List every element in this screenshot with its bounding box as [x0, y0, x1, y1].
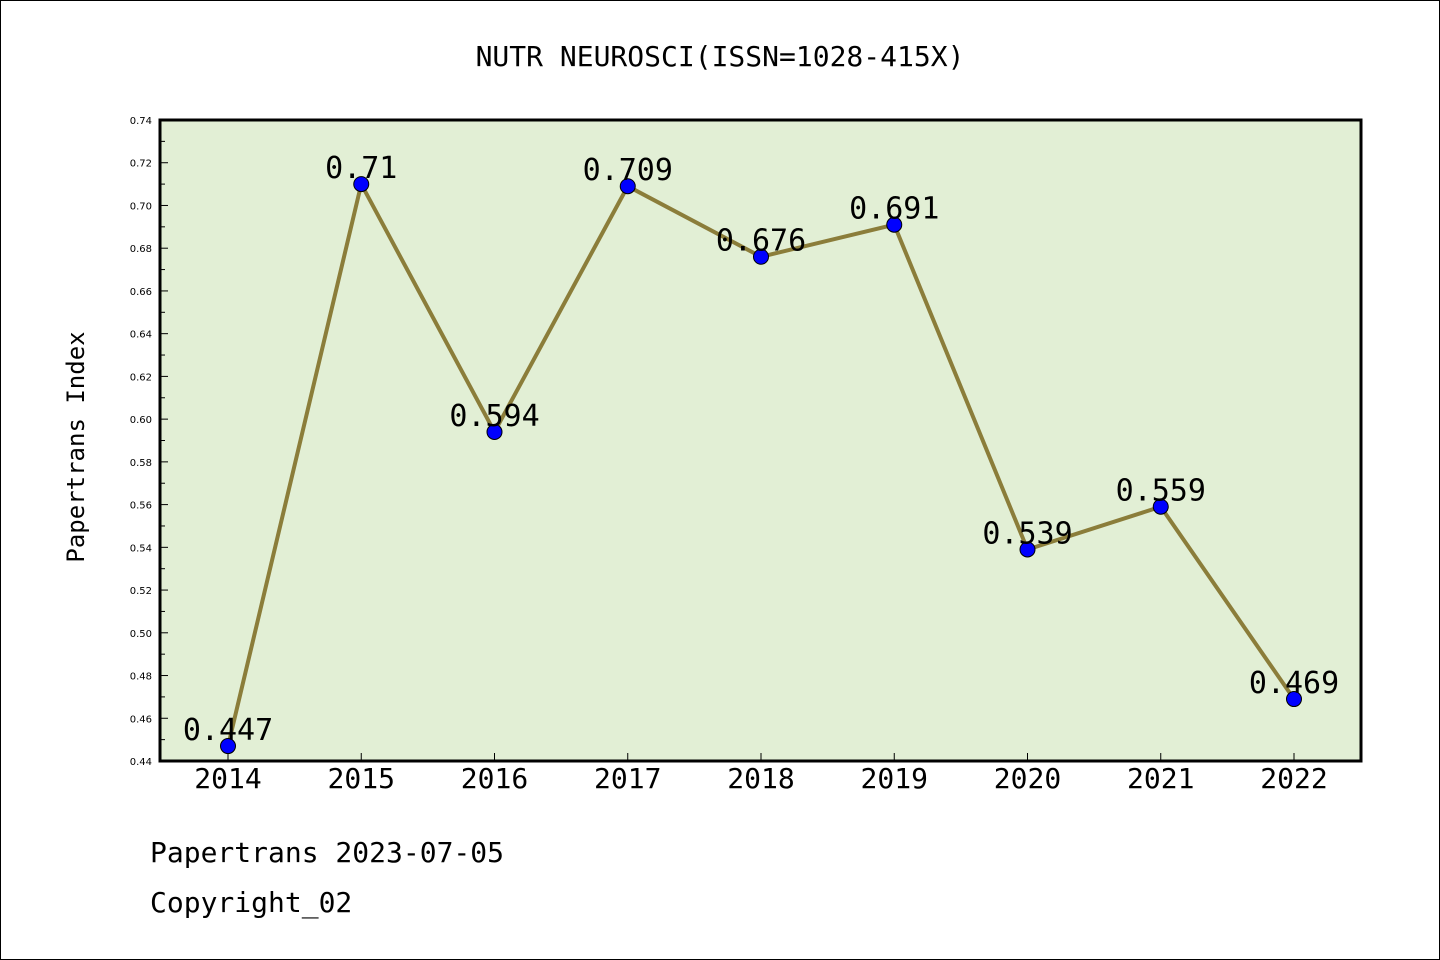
- y-tick-label: 0.44: [130, 757, 152, 768]
- y-tick-label: 0.52: [130, 586, 152, 597]
- data-point: [353, 176, 370, 193]
- y-tick-label: 0.64: [130, 330, 152, 341]
- y-tick-label: 0.74: [130, 116, 152, 127]
- y-tick-label: 0.58: [130, 458, 152, 469]
- data-label: 0.539: [982, 516, 1072, 551]
- y-tick-label: 0.46: [130, 714, 152, 725]
- data-point: [220, 738, 236, 755]
- y-axis-label: Papertrans Index: [62, 331, 90, 562]
- footer-copyright: Copyright_02: [150, 886, 353, 919]
- data-label: 0.71: [325, 151, 397, 186]
- y-tick-label: 0.72: [130, 159, 152, 170]
- data-point: [486, 423, 503, 440]
- y-tick-label: 0.54: [130, 543, 152, 554]
- y-axis: 0.44 0.46 0.48 0.50 0.52 0.54 0.56 0.58 0.60 0.62…: [130, 116, 168, 768]
- x-tick-label: 2015: [328, 762, 395, 795]
- x-tick-label: 2017: [594, 762, 661, 795]
- data-label: 0.594: [449, 399, 539, 434]
- chart-title: NUTR NEUROSCI(ISSN=1028-415X): [476, 40, 965, 73]
- y-tick-label: 0.48: [130, 672, 152, 683]
- plot-area: [158, 118, 1363, 763]
- data-label: 0.469: [1249, 666, 1339, 701]
- x-tick-label: 2022: [1260, 762, 1327, 795]
- data-point: [886, 216, 903, 233]
- x-tick-label: 2019: [861, 762, 928, 795]
- y-tick-label: 0.62: [130, 372, 152, 383]
- x-tick-label: 2016: [461, 762, 528, 795]
- data-point: [753, 248, 769, 265]
- x-tick-label: 2018: [727, 762, 794, 795]
- x-tick-label: 2020: [994, 762, 1061, 795]
- y-tick-label: 0.68: [130, 244, 152, 255]
- footer-date: Papertrans 2023-07-05: [150, 836, 505, 869]
- data-point: [1286, 691, 1302, 708]
- x-tick-label: 2014: [194, 762, 261, 795]
- y-tick-label: 0.60: [130, 415, 152, 426]
- data-label: 0.559: [1116, 474, 1206, 509]
- data-label: 0.676: [716, 224, 806, 259]
- series-line-group: 0.447 0.71 0.594 0.709 0.676 0.691 0.539 0.559 0…: [183, 151, 1339, 755]
- y-tick-label: 0.66: [130, 287, 152, 298]
- data-point: [619, 178, 636, 195]
- data-label: 0.447: [183, 713, 273, 748]
- data-label: 0.709: [583, 153, 673, 188]
- data-label: 0.691: [849, 192, 939, 227]
- data-point: [1019, 541, 1036, 558]
- y-tick-label: 0.50: [130, 629, 152, 640]
- y-tick-label: 0.70: [130, 201, 152, 212]
- data-point: [1152, 498, 1169, 515]
- x-tick-label: 2021: [1127, 762, 1194, 795]
- y-tick-label: 0.56: [130, 501, 152, 512]
- x-axis: 2014 2015 2016 2017 2018 2019 2020 2021 2022: [194, 753, 1328, 795]
